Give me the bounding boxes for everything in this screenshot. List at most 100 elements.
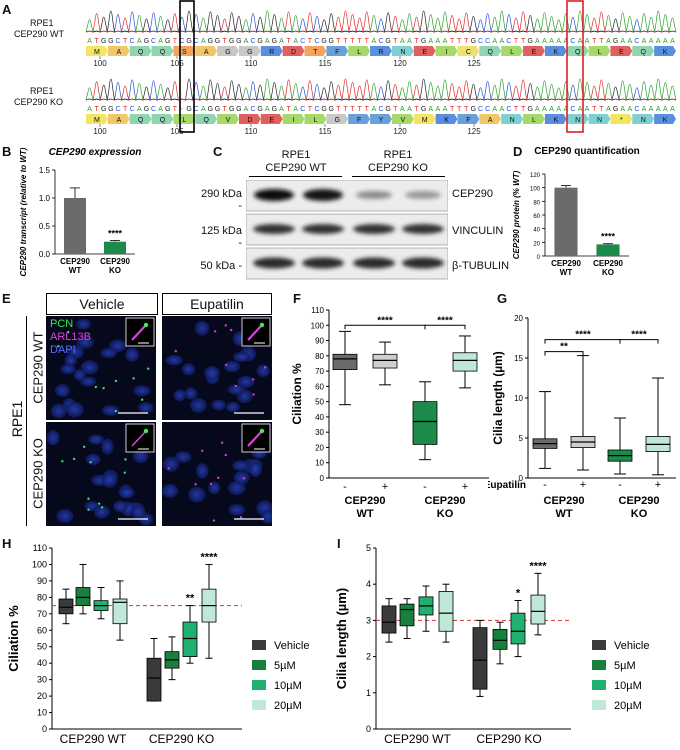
sequence-base: A bbox=[563, 38, 568, 45]
nucleus bbox=[54, 383, 70, 398]
group-label-wt-line2: WT bbox=[356, 508, 373, 520]
aa-cell: V bbox=[217, 114, 239, 124]
box bbox=[492, 621, 508, 665]
cilium-dot bbox=[132, 377, 135, 380]
sequence-base: G bbox=[108, 38, 113, 45]
sequence-base: A bbox=[627, 38, 632, 45]
sequence-base: C bbox=[485, 38, 490, 45]
aa-cell: N bbox=[566, 114, 589, 124]
aa-letter: K bbox=[663, 117, 668, 124]
aa-letter: A bbox=[116, 49, 121, 56]
aa-cell: D bbox=[282, 46, 305, 56]
eupatilin-minus: - bbox=[343, 481, 347, 493]
sequence-base: T bbox=[464, 38, 469, 45]
nucleus bbox=[131, 505, 146, 520]
aa-cell: Q bbox=[129, 46, 152, 56]
nucleus bbox=[88, 434, 104, 445]
aa-cell: R bbox=[260, 46, 283, 56]
aa-letter: F bbox=[357, 117, 361, 124]
y-tick-label: 80 bbox=[315, 352, 324, 361]
sequence-base: A bbox=[535, 38, 540, 45]
sequence-base: G bbox=[236, 38, 241, 45]
cilium-dot bbox=[123, 471, 126, 474]
aa-cell: Q bbox=[151, 46, 174, 56]
sequence-base: A bbox=[670, 106, 675, 113]
legend-label: Vehicle bbox=[274, 640, 309, 652]
ko-position-ticks: 100 105 110 115 120 125 bbox=[93, 124, 481, 136]
aa-letter: S bbox=[182, 49, 187, 56]
sequence-base: T bbox=[358, 106, 363, 113]
sequence-base: A bbox=[500, 38, 505, 45]
sequence-base: A bbox=[585, 106, 590, 113]
sequence-base: A bbox=[606, 106, 611, 113]
sequence-base: G bbox=[421, 106, 426, 113]
aa-arrow bbox=[260, 114, 283, 124]
sequence-base: A bbox=[137, 106, 142, 113]
box bbox=[418, 585, 434, 632]
legend-label: 5µM bbox=[274, 660, 296, 672]
group-label-ko-line1: CEP290 bbox=[619, 495, 660, 507]
nucleus bbox=[232, 460, 249, 471]
band-cep290-wt2 bbox=[303, 189, 343, 201]
sequence-base: A bbox=[585, 38, 590, 45]
band-vinculin-3 bbox=[353, 224, 395, 234]
box-iqr bbox=[510, 612, 526, 645]
sequence-base: G bbox=[186, 38, 191, 45]
sequence-base: T bbox=[123, 38, 128, 45]
row-label-wt-wrap: CEP290 WT bbox=[30, 316, 46, 420]
sig-stars: **** bbox=[437, 315, 453, 326]
sequence-base: G bbox=[421, 38, 426, 45]
blot-header-wt-line2: CEP290 WT bbox=[265, 162, 327, 174]
row-label-ko: CEP290 KO bbox=[30, 438, 46, 509]
blot-header-ko: RPE1 CEP290 KO bbox=[352, 149, 444, 175]
cilium-dot bbox=[225, 363, 228, 367]
aa-arrow bbox=[413, 114, 436, 124]
mutation-site-box bbox=[179, 0, 195, 133]
sequence-base: T bbox=[514, 106, 519, 113]
sequence-base: T bbox=[308, 38, 313, 45]
panel-b-chart: CEP290 expression 0.0 0.5 1.0 1.5 CEP290 tran… bbox=[19, 147, 141, 276]
panel-label-e: E bbox=[2, 291, 11, 306]
sequence-base: C bbox=[478, 106, 483, 113]
aa-letter: G bbox=[335, 117, 340, 124]
cilium-dot bbox=[72, 457, 76, 461]
box bbox=[146, 638, 162, 702]
aa-arrow bbox=[129, 46, 152, 56]
y-tick-label: 4 bbox=[366, 579, 371, 589]
aa-letter: Q bbox=[138, 117, 144, 124]
sequence-base: A bbox=[542, 106, 547, 113]
aa-cell: M bbox=[413, 114, 436, 124]
aa-letter: F bbox=[335, 49, 339, 56]
panel-label-f: F bbox=[293, 291, 301, 306]
y-tick-label: 1.0 bbox=[39, 194, 51, 203]
sequence-base: A bbox=[549, 38, 554, 45]
nucleus bbox=[161, 483, 179, 498]
aa-arrow bbox=[544, 46, 567, 56]
aa-letter: G bbox=[247, 49, 252, 56]
aa-letter: G bbox=[225, 49, 230, 56]
sequence-base: C bbox=[194, 106, 199, 113]
group-label-wt-line1: CEP290 bbox=[345, 495, 386, 507]
sequence-base: G bbox=[272, 106, 277, 113]
cilium-dot bbox=[252, 393, 255, 396]
sequence-base: T bbox=[173, 38, 178, 45]
cilium-dot bbox=[220, 441, 224, 444]
aa-letter: K bbox=[663, 49, 668, 56]
sequence-base: A bbox=[649, 38, 654, 45]
inset-cilium bbox=[131, 324, 147, 341]
cilium-dot bbox=[147, 367, 150, 370]
aa-letter: M bbox=[422, 117, 428, 124]
nucleus bbox=[190, 397, 207, 413]
box bbox=[58, 588, 74, 625]
sequence-base: T bbox=[286, 106, 291, 113]
cilium-dot bbox=[83, 445, 86, 449]
nucleus bbox=[227, 480, 246, 496]
aa-cell: L bbox=[173, 114, 196, 124]
sequence-base: T bbox=[393, 38, 398, 45]
sequence-base: A bbox=[670, 38, 675, 45]
sequence-base: G bbox=[613, 38, 618, 45]
x-tick-label-line1: CEP290 bbox=[593, 259, 623, 268]
cilium-dot bbox=[67, 331, 70, 334]
